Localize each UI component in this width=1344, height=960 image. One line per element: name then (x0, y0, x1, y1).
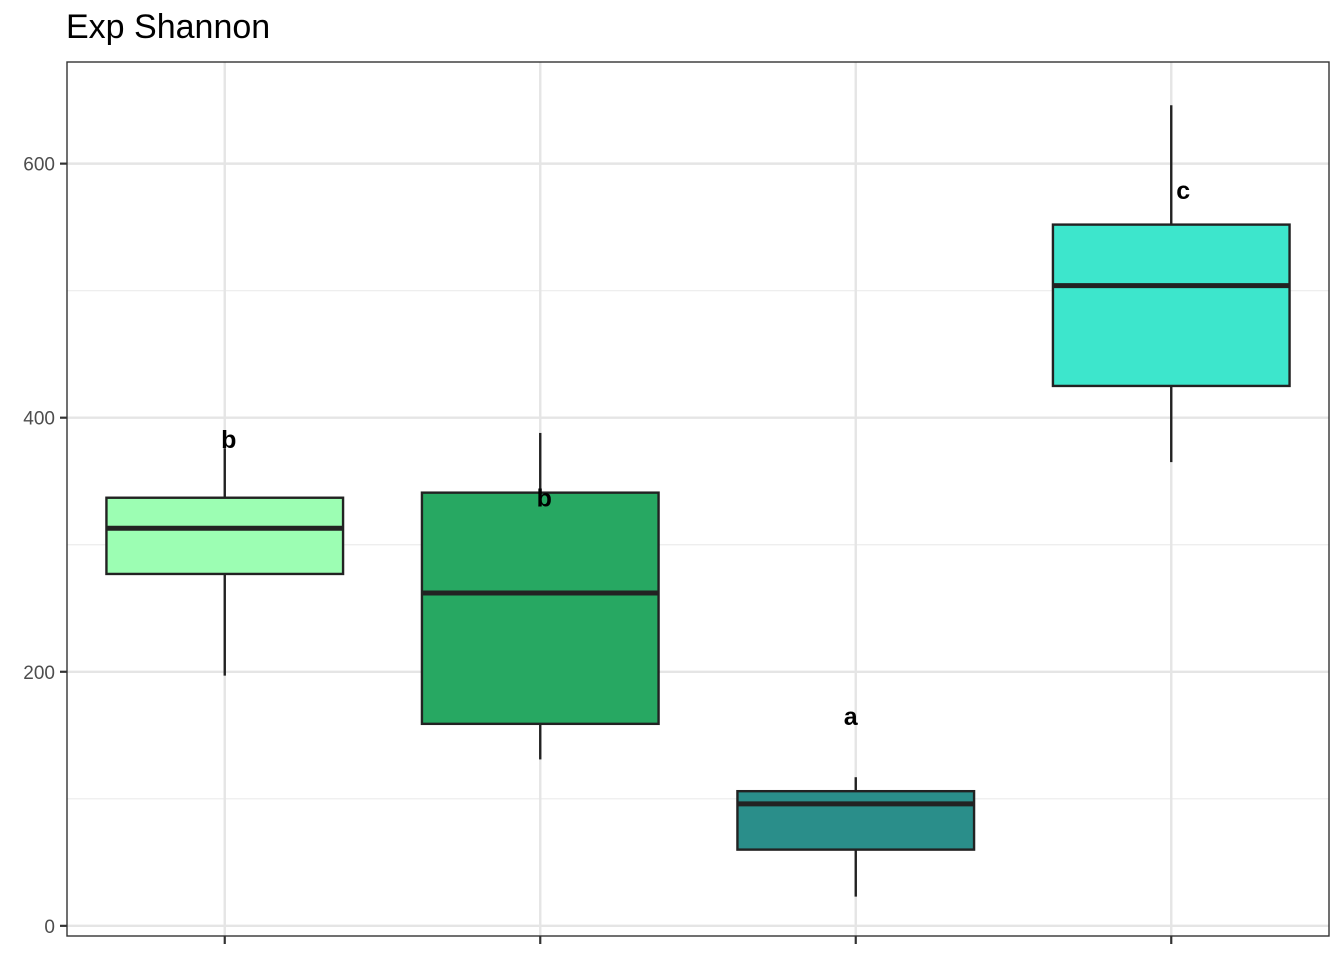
axes-layer: 0 200 400 600 (23, 155, 1173, 944)
box-rect (105, 496, 345, 576)
box-group (1051, 105, 1291, 463)
significance-label: c (1176, 177, 1190, 205)
boxes-layer: b b a c (105, 105, 1291, 897)
box-rect (1051, 223, 1291, 388)
y-tick-label: 0 (44, 917, 55, 938)
box-rect (420, 491, 660, 726)
box-group (736, 777, 976, 897)
y-tick-label: 600 (23, 155, 55, 176)
box-group (105, 448, 345, 676)
panel-border (66, 61, 1330, 937)
significance-label: a (844, 703, 859, 731)
significance-label: b (537, 485, 552, 513)
significance-label: b (221, 426, 236, 454)
chart-title: Exp Shannon (66, 8, 271, 46)
y-tick-label: 200 (23, 663, 55, 684)
box-group (420, 432, 660, 760)
y-tick-label: 400 (23, 409, 55, 430)
box-rect (736, 789, 976, 851)
